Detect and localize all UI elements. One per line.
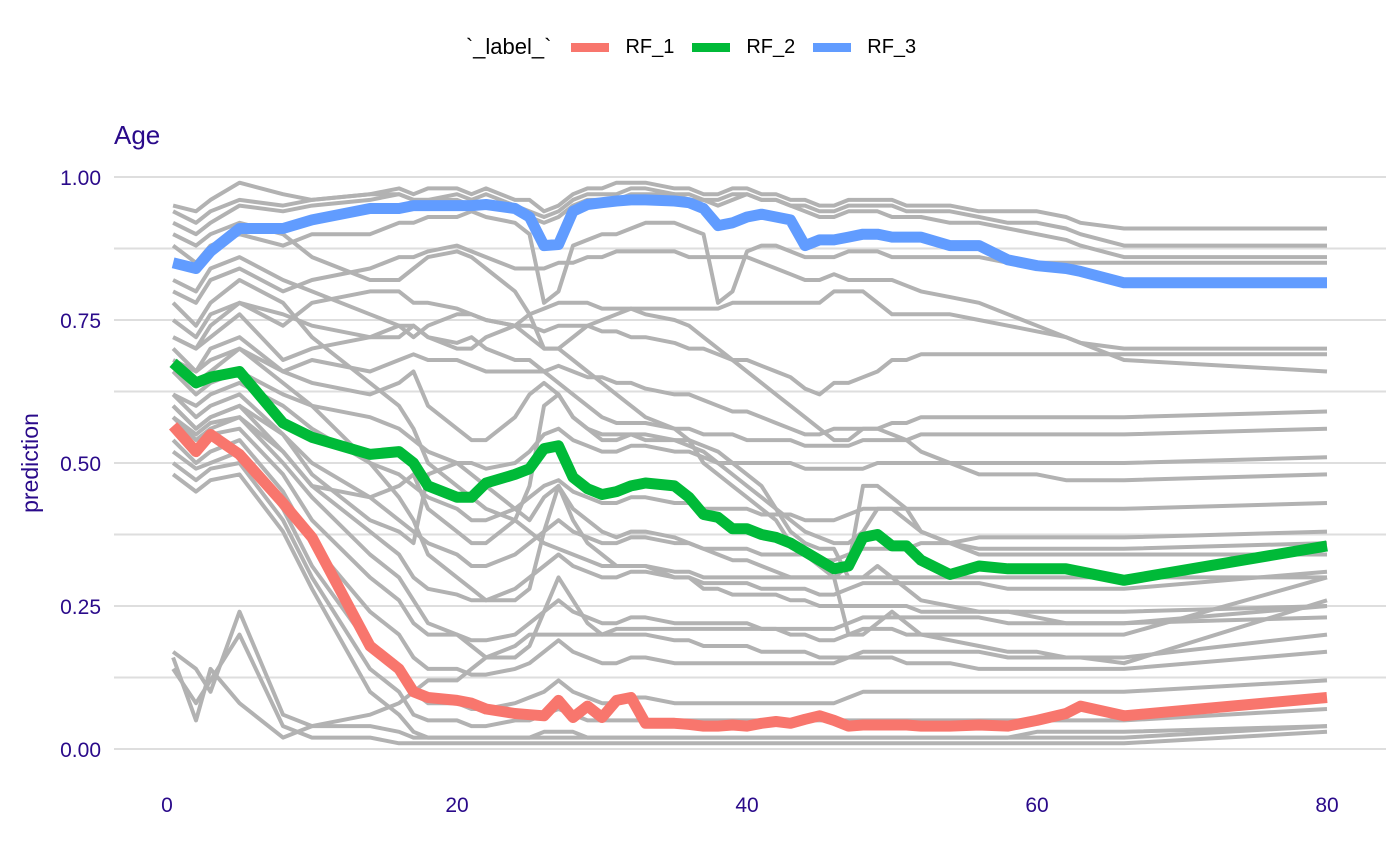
background-line <box>171 209 1327 305</box>
legend-key-rf2 <box>692 42 731 52</box>
y-tick-label: 0.00 <box>60 739 101 762</box>
background-line <box>171 369 1328 471</box>
background-line <box>171 609 1328 740</box>
legend-label-rf2: RF_2 <box>746 35 796 58</box>
x-tick-label: 0 <box>161 794 173 817</box>
background-line <box>172 180 1327 231</box>
series-lines <box>168 194 1328 732</box>
legend-key-rf3 <box>813 42 852 52</box>
background-line <box>172 220 1328 374</box>
legend-item-rf1: RF_1 <box>571 36 674 59</box>
background-line <box>171 426 1328 643</box>
y-axis-ticks: 0.00 0.25 0.50 0.75 1.00 <box>60 167 101 762</box>
chart-title: Age <box>114 120 160 150</box>
background-line <box>171 415 1328 671</box>
legend-item-rf3: RF_3 <box>813 36 916 59</box>
background-line <box>172 300 1328 483</box>
legend-key-rf1 <box>571 42 610 52</box>
x-tick-label: 60 <box>1025 794 1048 817</box>
background-line <box>172 243 1327 351</box>
background-line <box>172 255 1327 580</box>
background-line <box>171 335 1328 448</box>
legend-label-rf3: RF_3 <box>867 35 917 58</box>
y-tick-label: 0.75 <box>60 310 101 333</box>
background-line <box>171 289 1327 397</box>
y-tick-label: 0.25 <box>60 596 101 619</box>
background-line <box>171 278 1327 580</box>
legend-title: `_label_` <box>465 34 552 59</box>
background-line <box>172 346 1328 614</box>
legend: `_label_` RF_1 RF_2 RF_3 <box>0 34 1400 60</box>
legend-item-rf2: RF_2 <box>692 36 795 59</box>
x-axis-ticks: 0 20 40 60 80 <box>161 794 1339 817</box>
x-tick-label: 20 <box>445 794 468 817</box>
legend-label-rf1: RF_1 <box>625 35 675 58</box>
y-tick-label: 1.00 <box>60 167 101 190</box>
x-tick-label: 80 <box>1315 794 1338 817</box>
series-line-rf3 <box>171 194 1327 289</box>
series-line-rf2 <box>169 358 1328 586</box>
y-tick-label: 0.50 <box>60 453 101 476</box>
x-tick-label: 40 <box>735 794 758 817</box>
series-line-rf1 <box>168 422 1328 732</box>
background-line <box>171 438 1328 677</box>
background-line <box>171 632 1328 746</box>
y-axis-label: prediction <box>17 413 43 513</box>
